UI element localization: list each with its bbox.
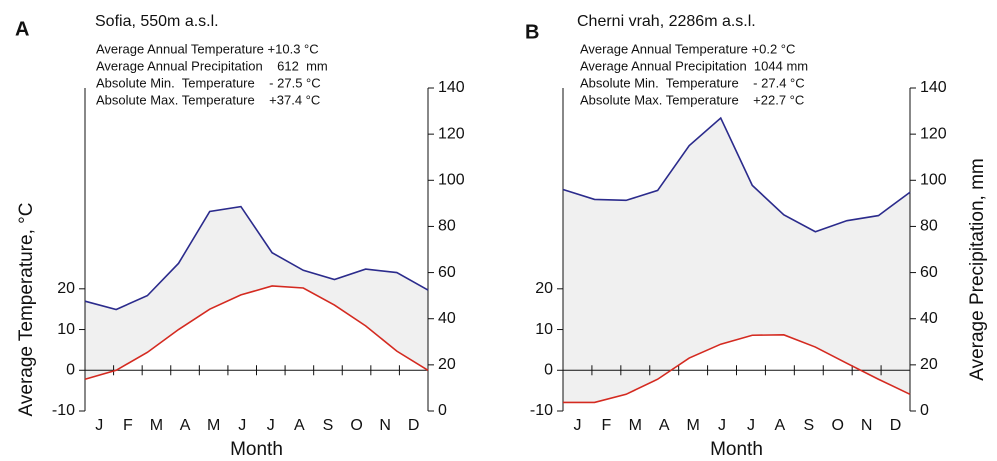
x-tick-label: D xyxy=(408,417,420,434)
x-tick-label: O xyxy=(350,417,362,434)
y2-tick-label: 80 xyxy=(438,218,456,235)
x-tick-label: D xyxy=(890,417,902,434)
x-tick-label: M xyxy=(686,417,699,434)
y-tick-label: 20 xyxy=(535,280,553,297)
annotation: Average Annual Precipitation 1044 mm xyxy=(580,58,808,73)
y2-tick-label: 0 xyxy=(438,402,447,419)
y2-tick-label: 60 xyxy=(920,264,938,281)
x-tick-label: M xyxy=(207,417,220,434)
line xyxy=(84,285,429,380)
y-tick-label: 10 xyxy=(57,321,75,338)
y-tick-label: 20 xyxy=(57,280,75,297)
x-tick-label: A xyxy=(180,417,191,434)
x-tick-label: A xyxy=(775,417,786,434)
panel-label: A xyxy=(15,18,29,40)
x-tick-label: N xyxy=(379,417,391,434)
y-tick-label: -10 xyxy=(530,402,553,419)
y2-tick-label: 60 xyxy=(438,264,456,281)
y2-tick-label: 40 xyxy=(438,310,456,327)
x-tick-label: O xyxy=(831,417,843,434)
y-axis-label: Average Temperature, °C xyxy=(16,203,37,417)
area xyxy=(85,206,428,380)
y2-tick-label: 0 xyxy=(920,402,929,419)
annotation: Average Annual Temperature +0.2 °C xyxy=(580,41,795,56)
x-tick-label: J xyxy=(238,417,246,434)
line xyxy=(563,334,911,404)
annotation: Absolute Max. Temperature +22.7 °C xyxy=(580,92,804,107)
x-tick-label: F xyxy=(601,417,611,434)
annotation: Average Annual Temperature +10.3 °C xyxy=(96,41,319,56)
area xyxy=(563,117,910,403)
x-tick-label: S xyxy=(323,417,334,434)
y2-tick-label: 100 xyxy=(438,172,465,189)
y2-tick-label: 120 xyxy=(438,125,465,142)
annotation: Absolute Min. Temperature - 27.4 °C xyxy=(580,75,805,90)
y2-tick-label: 20 xyxy=(920,356,938,373)
panel-label: B xyxy=(525,21,539,43)
y-tick-label: 10 xyxy=(535,321,553,338)
y2-tick-label: 140 xyxy=(920,79,947,96)
chart-title: Sofia, 550m a.s.l. xyxy=(95,13,219,30)
annotation: Absolute Min. Temperature - 27.5 °C xyxy=(96,75,321,90)
y2-tick-label: 20 xyxy=(438,356,456,373)
x-tick-label: J xyxy=(573,417,581,434)
x-tick-label: J xyxy=(747,417,755,434)
x-tick-label: A xyxy=(294,417,305,434)
annotation: Average Annual Precipitation 612 mm xyxy=(96,58,328,73)
x-tick-label: M xyxy=(150,417,163,434)
x-tick-label: A xyxy=(659,417,670,434)
x-tick-label: F xyxy=(123,417,133,434)
y-tick-label: -10 xyxy=(52,402,75,419)
y2-axis-label: Average Precipitation, mm xyxy=(967,158,988,380)
x-axis-label: Month xyxy=(710,439,763,460)
y2-tick-label: 100 xyxy=(920,172,947,189)
annotation: Absolute Max. Temperature +37.4 °C xyxy=(96,92,320,107)
y-tick-label: 0 xyxy=(544,361,553,378)
x-tick-label: M xyxy=(629,417,642,434)
x-axis-label: Month xyxy=(230,439,283,460)
x-tick-label: N xyxy=(861,417,873,434)
line xyxy=(84,205,429,311)
x-tick-label: S xyxy=(803,417,814,434)
y2-tick-label: 40 xyxy=(920,310,938,327)
chart-title: Cherni vrah, 2286m a.s.l. xyxy=(577,13,756,30)
line xyxy=(562,116,911,233)
y-tick-label: 0 xyxy=(66,361,75,378)
y2-tick-label: 140 xyxy=(438,79,465,96)
y2-tick-label: 80 xyxy=(920,218,938,235)
x-tick-label: J xyxy=(95,417,103,434)
x-tick-label: J xyxy=(267,417,275,434)
x-tick-label: J xyxy=(718,417,726,434)
y2-tick-label: 120 xyxy=(920,125,947,142)
